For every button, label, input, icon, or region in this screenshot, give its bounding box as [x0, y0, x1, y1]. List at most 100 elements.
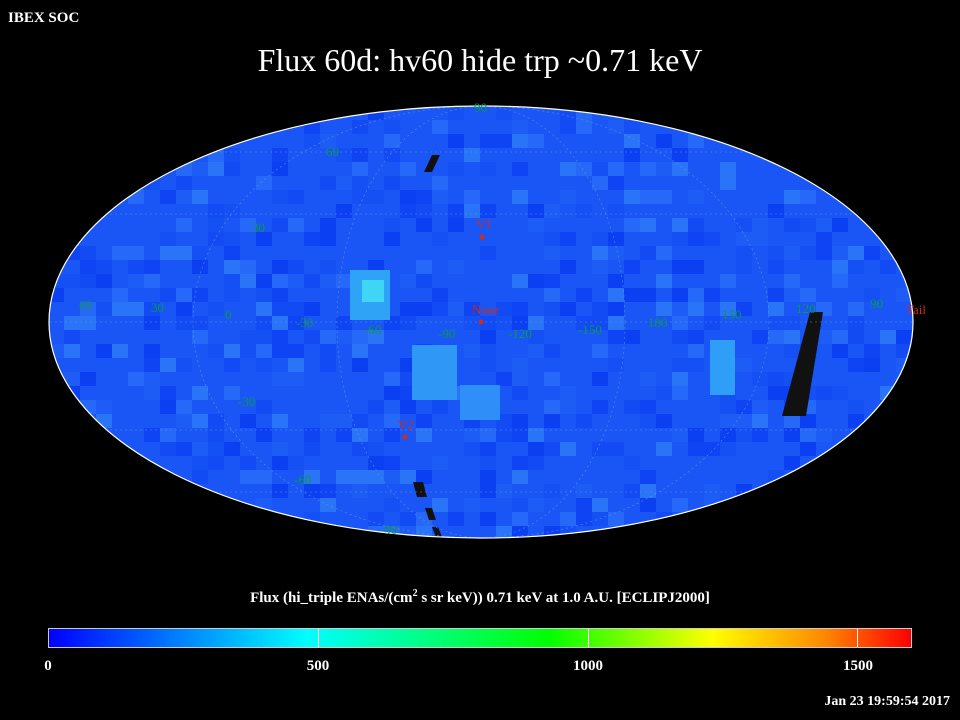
flux-pixel	[240, 274, 256, 288]
flux-pixel	[288, 316, 304, 330]
flux-pixel	[240, 456, 256, 470]
flux-pixel	[656, 414, 672, 428]
flux-pixel	[656, 134, 672, 148]
top-pole-label: 90	[474, 100, 487, 115]
flux-pixel	[400, 162, 416, 176]
flux-pixel	[480, 246, 496, 260]
flux-pixel	[272, 148, 288, 162]
flux-pixel	[160, 190, 176, 204]
flux-pixel	[864, 344, 880, 358]
flux-pixel	[736, 414, 752, 428]
flux-pixel	[304, 442, 320, 456]
flux-pixel	[608, 316, 624, 330]
flux-pixel	[720, 162, 736, 176]
flux-pixel	[352, 344, 368, 358]
flux-pixel	[592, 260, 608, 274]
flux-pixel	[208, 302, 224, 316]
marker-label-v2: V2	[398, 417, 414, 432]
flux-pixel	[272, 316, 288, 330]
flux-pixel	[512, 498, 528, 512]
lat-label-neg30: -30	[238, 394, 255, 409]
marker-dot-v2	[402, 434, 408, 440]
flux-pixel	[560, 162, 576, 176]
flux-pixel	[304, 484, 320, 498]
flux-pixel	[96, 400, 112, 414]
flux-pixel	[320, 358, 336, 372]
flux-pixel	[464, 190, 480, 204]
lon-label-neg30: -30	[296, 315, 313, 330]
flux-pixel	[784, 414, 800, 428]
flux-pixel	[800, 246, 816, 260]
flux-pixel	[608, 442, 624, 456]
flux-pixel	[512, 302, 528, 316]
flux-pixel	[560, 512, 576, 526]
flux-pixel	[672, 358, 688, 372]
flux-pixel	[608, 204, 624, 218]
flux-pixel	[480, 330, 496, 344]
flux-pixel	[560, 120, 576, 134]
flux-pixel	[656, 302, 672, 316]
flux-pixel	[608, 246, 624, 260]
flux-pixel	[272, 456, 288, 470]
flux-pixel	[240, 260, 256, 274]
flux-pixel	[672, 162, 688, 176]
flux-pixel	[640, 246, 656, 260]
flux-pixel	[720, 176, 736, 190]
flux-pixel	[640, 372, 656, 386]
flux-pixel	[736, 428, 752, 442]
flux-pixel	[384, 386, 400, 400]
flux-pixel	[224, 204, 240, 218]
flux-pixel	[688, 134, 704, 148]
flux-pixel	[768, 330, 784, 344]
flux-pixel	[352, 176, 368, 190]
flux-pixel	[704, 232, 720, 246]
flux-pixel	[256, 428, 272, 442]
flux-pixel	[640, 470, 656, 484]
flux-pixel	[688, 218, 704, 232]
flux-pixel	[592, 400, 608, 414]
flux-pixel	[352, 428, 368, 442]
flux-pixel	[592, 232, 608, 246]
flux-pixel	[816, 428, 832, 442]
flux-pixel	[592, 176, 608, 190]
flux-pixel	[784, 288, 800, 302]
flux-pixel	[288, 372, 304, 386]
flux-pixel	[208, 218, 224, 232]
flux-pixel	[672, 372, 688, 386]
colorbar-tick-label: 1000	[573, 658, 603, 674]
flux-pixel	[656, 386, 672, 400]
lon-label-180: 180	[648, 315, 668, 330]
flux-pixel	[688, 358, 704, 372]
flux-pixel	[592, 372, 608, 386]
flux-pixel	[144, 344, 160, 358]
flux-pixel	[400, 526, 416, 538]
flux-pixel	[352, 414, 368, 428]
flux-pixel	[432, 190, 448, 204]
flux-pixel	[592, 498, 608, 512]
lon-label-60: 60	[79, 297, 92, 312]
flux-pixel	[560, 386, 576, 400]
colorbar-tick	[587, 629, 589, 647]
colorbar-tick-label: 1500	[843, 658, 873, 674]
flux-pixel	[176, 414, 192, 428]
flux-pixel	[304, 428, 320, 442]
marker-label-nose: Nose	[472, 302, 499, 317]
flux-pixel	[320, 414, 336, 428]
flux-pixel	[528, 442, 544, 456]
flux-pixel	[336, 274, 352, 288]
flux-pixel	[64, 330, 80, 344]
flux-pixel	[544, 400, 560, 414]
flux-pixel	[112, 288, 128, 302]
flux-pixel	[624, 134, 640, 148]
flux-pixel	[352, 148, 368, 162]
flux-pixel	[416, 260, 432, 274]
flux-pixel	[768, 260, 784, 274]
flux-pixel	[832, 246, 848, 260]
flux-pixel	[880, 330, 896, 344]
flux-pixel	[528, 330, 544, 344]
flux-pixel	[352, 470, 368, 484]
flux-pixel	[512, 358, 528, 372]
flux-pixel	[608, 512, 624, 526]
flux-pixel	[752, 400, 768, 414]
flux-pixel	[464, 344, 480, 358]
